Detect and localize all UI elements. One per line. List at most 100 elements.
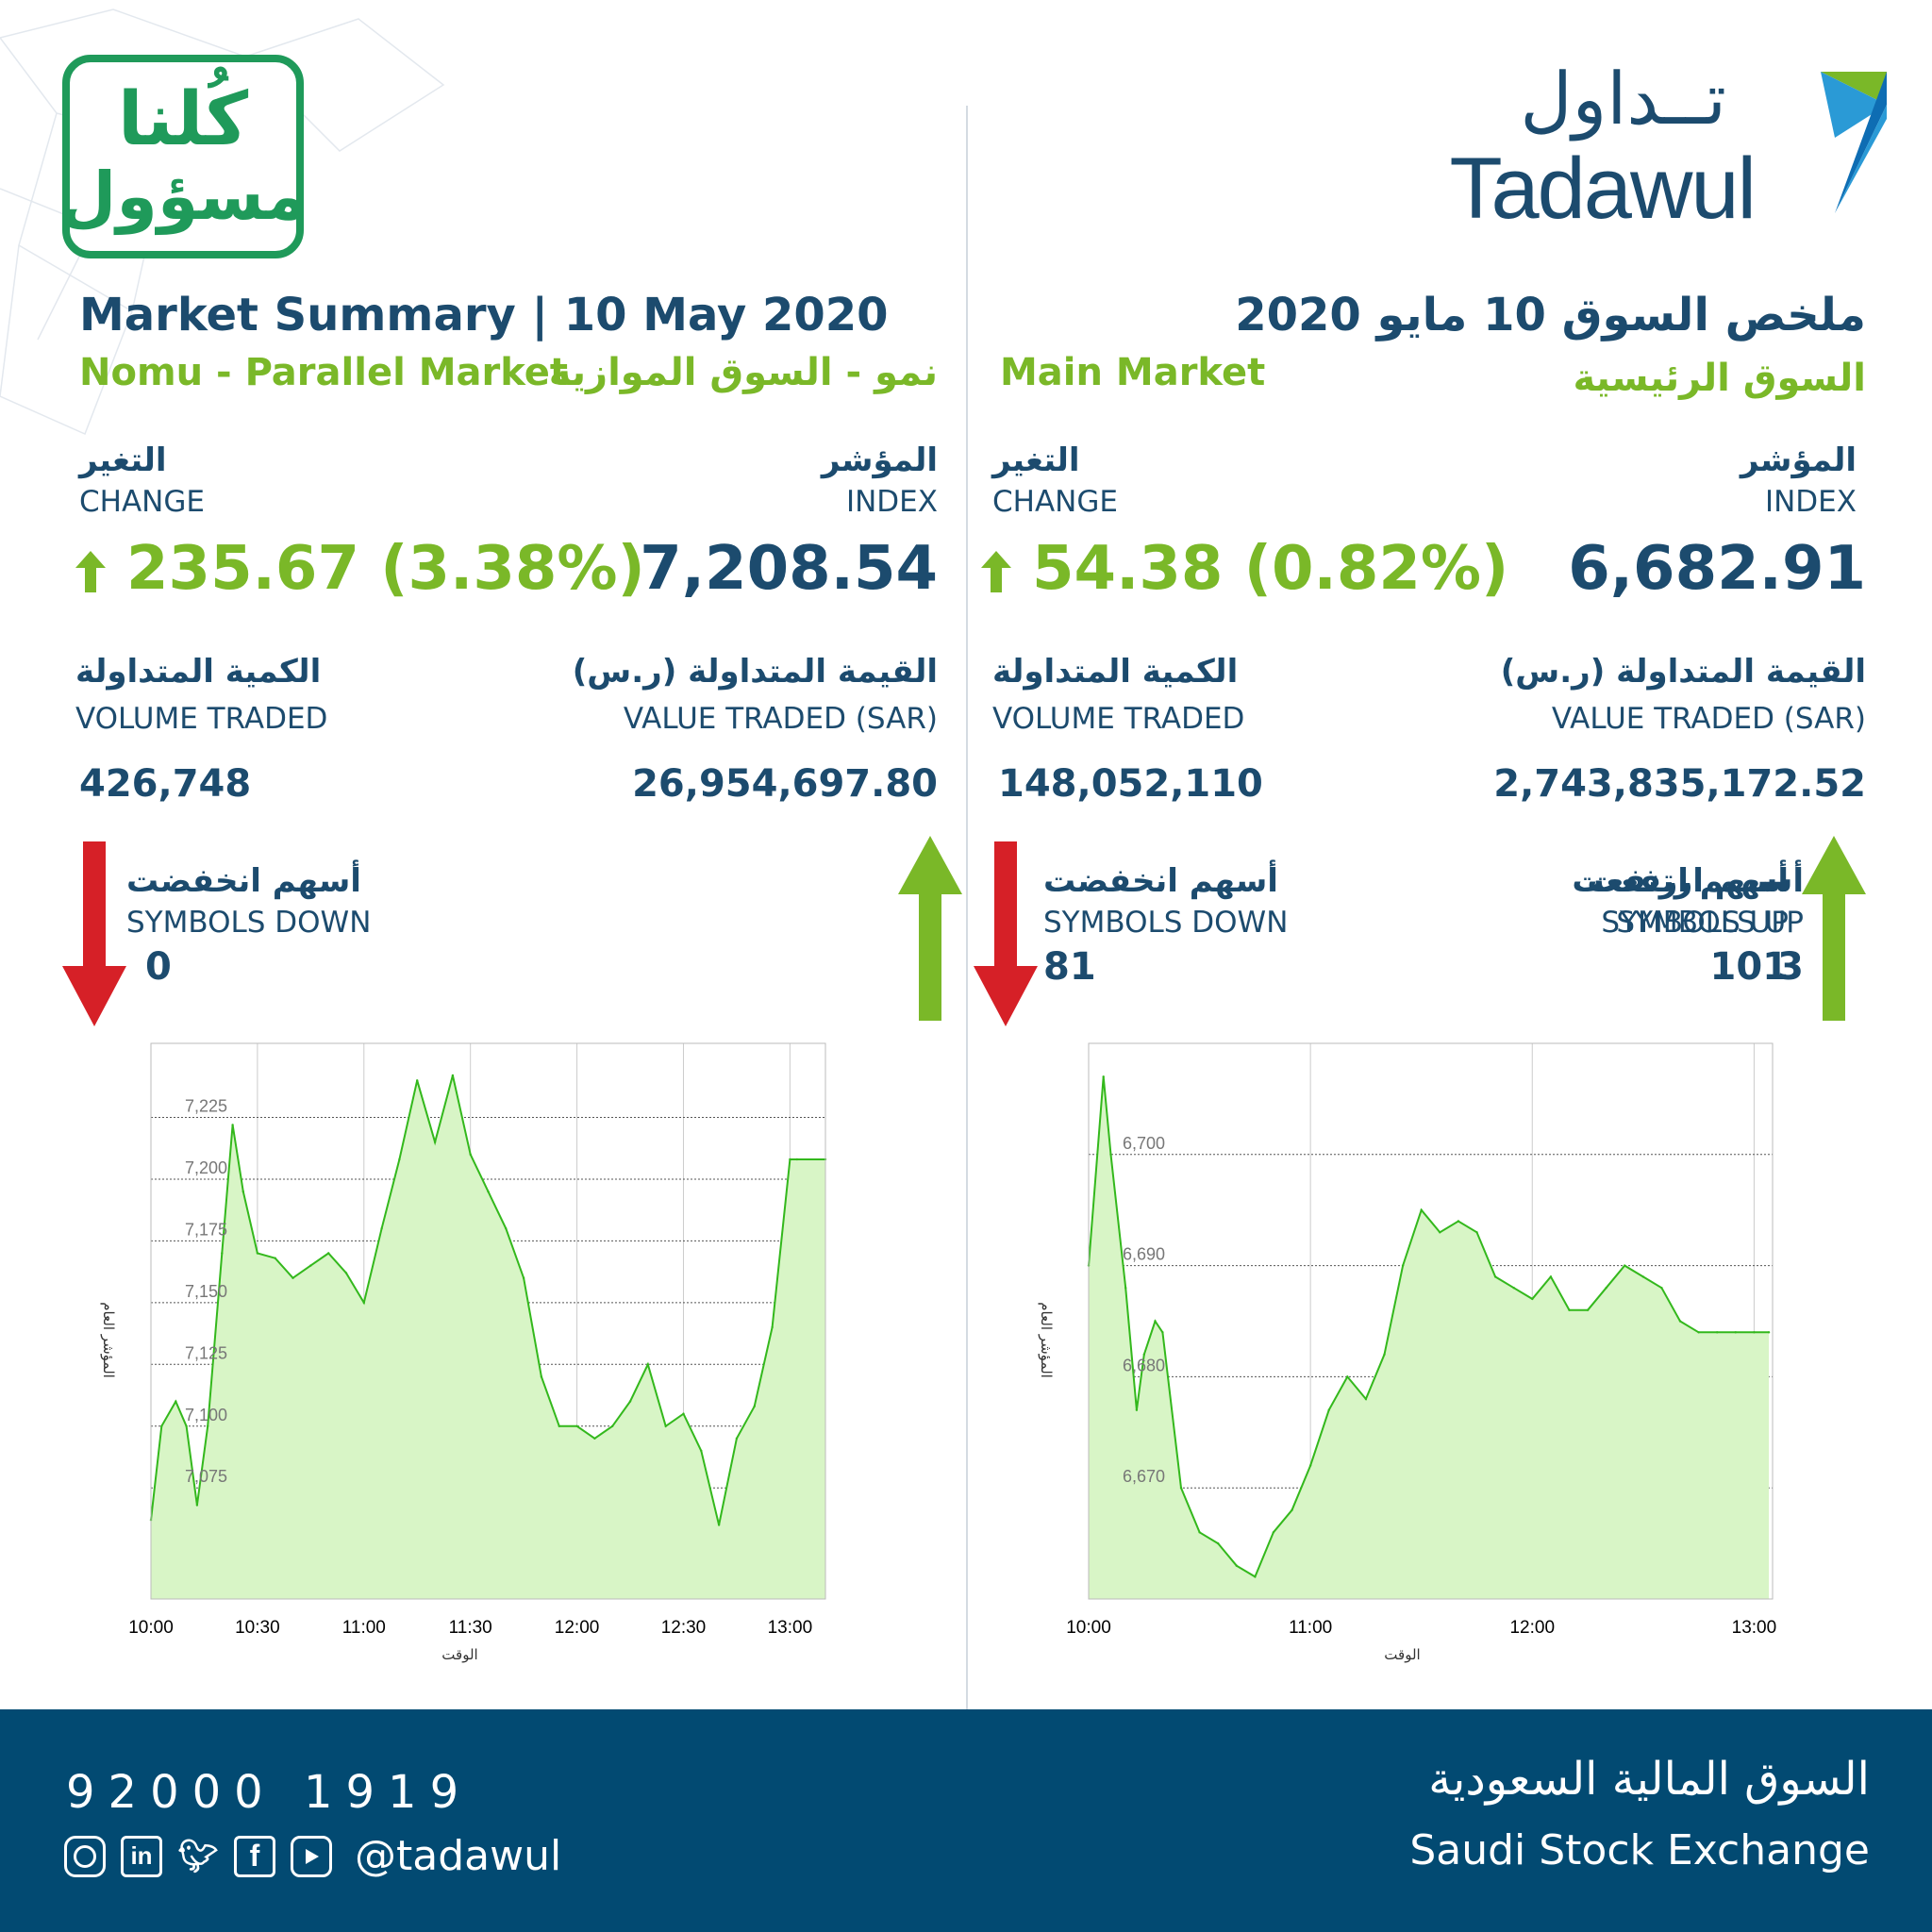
data-point (1327, 1408, 1330, 1411)
nomu-volume-label-en: VOLUME TRADED (75, 702, 328, 736)
linkedin-icon[interactable]: in (121, 1835, 162, 1877)
data-point (593, 1437, 596, 1440)
data-point (1549, 1275, 1553, 1278)
nomu-change-value: 235.67 (3.38%) (126, 534, 645, 604)
main-volume-label-ar: الكمية المتداولة (992, 653, 1239, 691)
y-tick-label: 6,700 (1123, 1134, 1165, 1153)
data-point (380, 1227, 383, 1230)
nomu-down-label-ar: أسهم انخفضت (126, 862, 361, 900)
data-point (1420, 1208, 1423, 1211)
data-point (1217, 1541, 1220, 1545)
data-point (682, 1412, 685, 1415)
nomu-chart-svg: 7,075 7,100 7,125 7,150 7,175 7,200 7,225 10:00… (100, 1042, 827, 1663)
data-point (1439, 1231, 1441, 1234)
data-point (789, 1158, 791, 1161)
data-point (362, 1301, 365, 1305)
main-volume-label-en: VOLUME TRADED (992, 702, 1245, 736)
nomu-index-label-ar: المؤشر (821, 441, 938, 479)
x-tick-label: 12:30 (661, 1618, 707, 1638)
nomu-up-value: 3 (1777, 945, 1804, 989)
nomu-value-label-en: VALUE TRADED (SAR) (623, 702, 938, 736)
data-point (344, 1272, 348, 1274)
main-down-value: 81 (1043, 945, 1096, 989)
main-symbols-up-arrow-icon (1802, 836, 1866, 1021)
data-point (1767, 1331, 1771, 1334)
data-point (1586, 1308, 1590, 1311)
data-point (1308, 1464, 1312, 1467)
data-point (558, 1424, 560, 1427)
data-point (795, 1158, 799, 1161)
data-point (1109, 1153, 1112, 1156)
y-axis-title: المؤشر العام (1038, 1302, 1055, 1378)
data-point (256, 1252, 259, 1255)
main-symbols-down-arrow-icon (974, 841, 1038, 1026)
data-point (700, 1449, 703, 1453)
main-value-value: 2,743,835,172.52 (1493, 762, 1866, 806)
data-point (195, 1504, 199, 1507)
nomu-value-value: 26,954,697.80 (632, 762, 938, 806)
data-point (1641, 1275, 1644, 1278)
badge-line-1: كُلنا (117, 76, 249, 162)
x-axis-title: الوقت (1384, 1646, 1420, 1663)
data-point (274, 1257, 276, 1259)
data-point (1531, 1297, 1534, 1301)
y-tick-label: 6,680 (1123, 1356, 1165, 1374)
nomu-up-label-en: SYMBOLS UP (1616, 906, 1804, 940)
main-down-label-en: SYMBOLS DOWN (1043, 906, 1289, 940)
data-point (327, 1252, 330, 1255)
data-point (1346, 1375, 1349, 1378)
plot-frame (1088, 1042, 1774, 1600)
x-tick-label: 10:30 (235, 1618, 280, 1638)
logo-arabic: تــداول (1520, 59, 1726, 140)
x-tick-label: 13:00 (1732, 1618, 1777, 1638)
main-index-value: 6,682.91 (1568, 534, 1866, 604)
x-tick-label: 11:00 (342, 1618, 386, 1638)
index-area (1089, 1076, 1770, 1599)
data-point (1124, 1287, 1127, 1290)
twitter-icon[interactable]: 🐦︎ (177, 1837, 219, 1875)
data-point (1102, 1075, 1105, 1078)
x-tick-label: 12:00 (555, 1618, 600, 1638)
phone-number[interactable]: 92000 1919 (66, 1766, 473, 1819)
nomu-symbols-up-arrow-icon (898, 836, 962, 1021)
data-point (1605, 1287, 1607, 1290)
instagram-icon[interactable] (64, 1835, 106, 1877)
exchange-name-en: Saudi Stock Exchange (1409, 1826, 1870, 1874)
nomu-change-label-en: CHANGE (79, 485, 205, 519)
market-summary-title-en: Market Summary | 10 May 2020 (79, 289, 889, 341)
logo-triangle-icon (1821, 72, 1887, 213)
twitter-handle[interactable]: @tadawul (355, 1832, 562, 1880)
data-point (1254, 1575, 1257, 1578)
data-point (505, 1227, 508, 1230)
data-point (1198, 1531, 1201, 1534)
badge-line-2: مسؤول (58, 158, 308, 236)
data-point (771, 1325, 774, 1329)
data-point (291, 1276, 294, 1279)
nomu-value-label-ar: القيمة المتداولة (ر.س) (572, 653, 938, 691)
nomu-index-value: 7,208.54 (640, 534, 938, 604)
main-name-en: Main Market (1000, 351, 1266, 394)
nomu-symbols-down-arrow-icon (62, 841, 126, 1026)
x-tick-label: 12:00 (1509, 1618, 1555, 1638)
data-point (1457, 1220, 1460, 1223)
footer-bar: 92000 1919 in 🐦︎ f @tadawul السوق المالي… (0, 1709, 1932, 1932)
nomu-volume-label-ar: الكمية المتداولة (75, 653, 322, 691)
social-icons: in 🐦︎ f @tadawul (64, 1832, 561, 1880)
y-tick-label: 7,125 (185, 1343, 227, 1362)
y-tick-label: 6,670 (1123, 1467, 1165, 1486)
data-point (1154, 1320, 1157, 1323)
data-point (433, 1141, 437, 1143)
main-value-label-ar: القيمة المتداولة (ر.س) (1500, 653, 1866, 691)
facebook-icon[interactable]: f (234, 1835, 275, 1877)
nomu-down-label-en: SYMBOLS DOWN (126, 906, 372, 940)
main-value-label-en: VALUE TRADED (SAR) (1551, 702, 1866, 736)
y-tick-label: 7,200 (185, 1158, 227, 1177)
data-point (540, 1375, 543, 1378)
index-line (150, 1074, 825, 1525)
x-tick-label: 11:00 (1289, 1618, 1332, 1638)
data-point (1678, 1320, 1682, 1323)
youtube-icon[interactable] (291, 1835, 332, 1877)
data-point (1272, 1531, 1275, 1534)
main-index-chart: 6,670 6,680 6,690 6,700 10:00 11:00 12:00 13:00… (1023, 1028, 1777, 1689)
data-point (1135, 1408, 1139, 1411)
